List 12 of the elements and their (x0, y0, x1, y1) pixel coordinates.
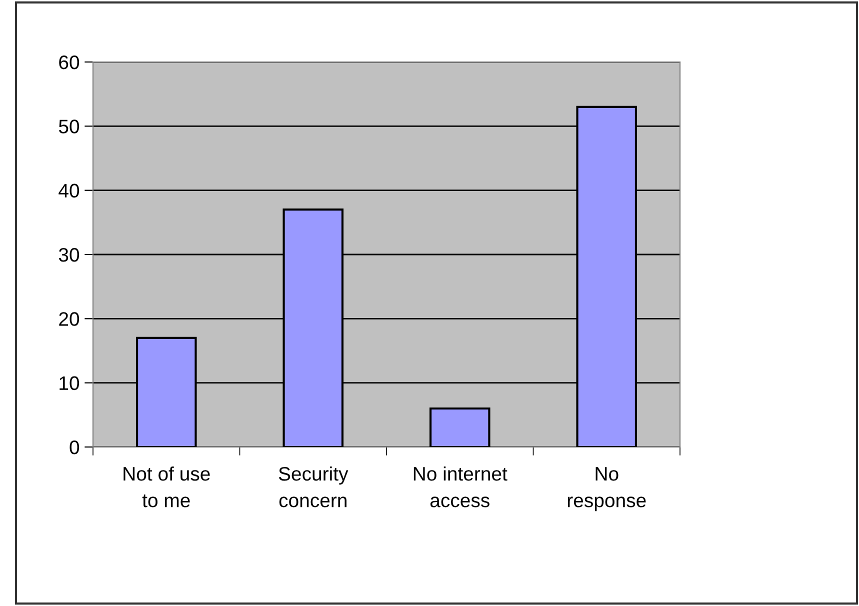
y-tick-label: 40 (58, 184, 80, 198)
bar (429, 407, 490, 447)
x-tick-label: Security concern (278, 466, 348, 508)
y-tick-label: 0 (70, 440, 80, 454)
y-tick-label: 10 (60, 376, 80, 390)
y-tick-label: 30 (58, 248, 80, 262)
y-tick-label: 20 (59, 312, 80, 326)
y-tick-label: 60 (59, 55, 80, 70)
x-tick-label: No response (568, 467, 646, 512)
y-tick-label: 50 (58, 120, 80, 134)
x-tick-label: Not of use to me (124, 466, 210, 508)
x-tick-label: No internet access (414, 466, 508, 508)
